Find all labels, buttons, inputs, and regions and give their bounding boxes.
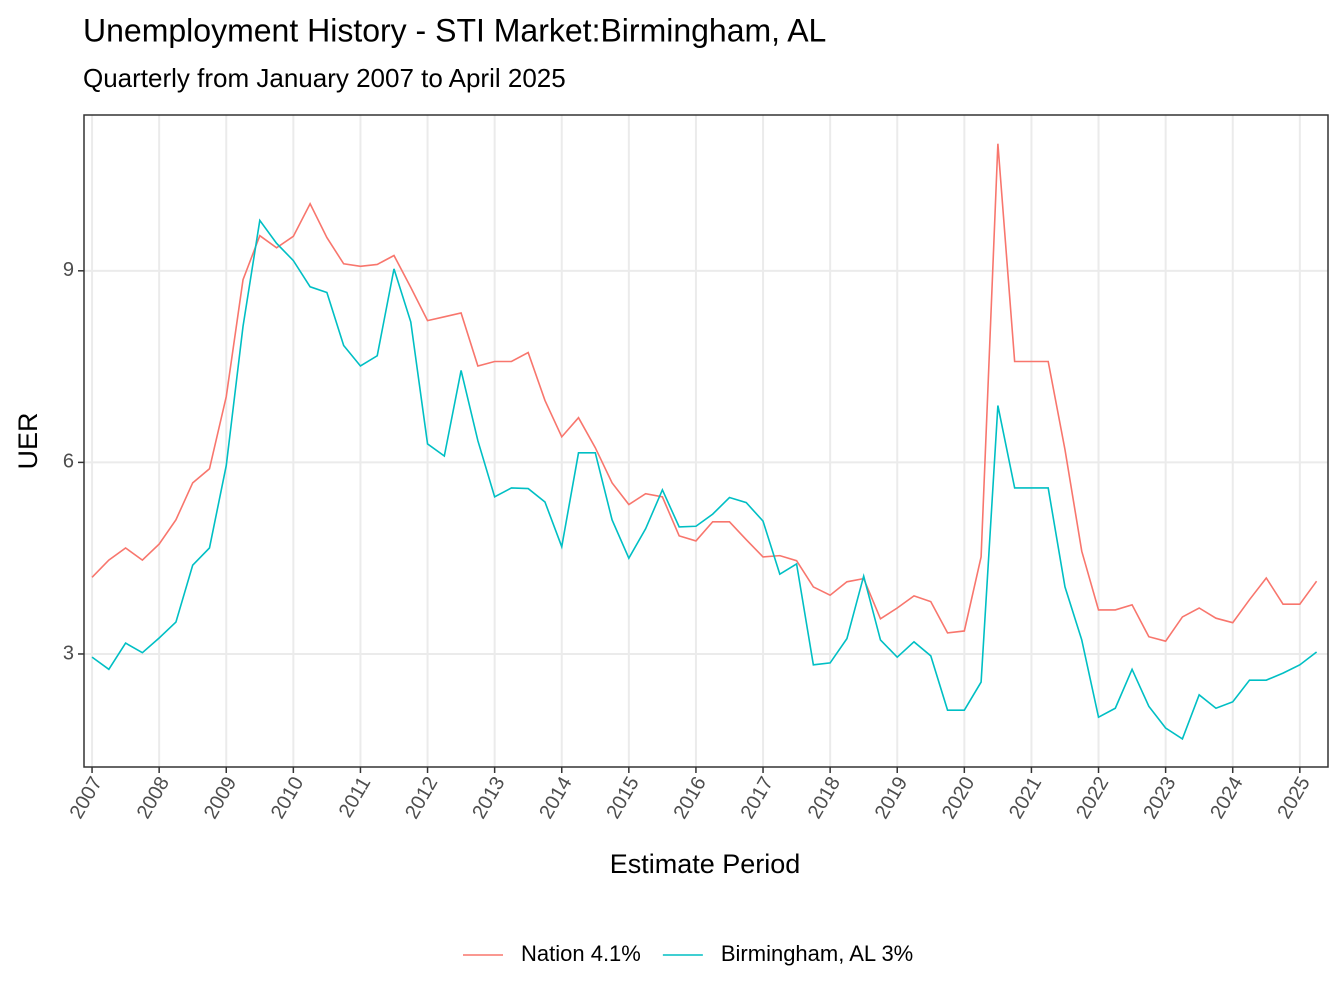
x-tick-label: 2020	[938, 773, 979, 823]
x-tick-label: 2014	[535, 773, 576, 823]
chart-subtitle: Quarterly from January 2007 to April 202…	[83, 63, 566, 93]
x-tick-label: 2008	[133, 773, 174, 823]
x-tick-label: 2016	[670, 773, 711, 823]
y-axis-title: UER	[13, 412, 43, 469]
x-tick-label: 2015	[602, 773, 643, 823]
y-tick-label: 3	[63, 642, 74, 664]
x-tick-label: 2018	[804, 773, 845, 823]
x-tick-label: 2009	[200, 773, 241, 823]
series-line	[91, 143, 1318, 643]
x-tick-label: 2024	[1206, 773, 1247, 823]
y-tick-label: 9	[63, 259, 74, 281]
x-tick-label: 2010	[267, 773, 308, 823]
x-tick-label: 2011	[335, 773, 376, 821]
x-tick-label: 2021	[1005, 773, 1046, 823]
legend-label: Birmingham, AL 3%	[721, 941, 913, 966]
legend-label: Nation 4.1%	[521, 941, 641, 966]
x-tick-label: 2023	[1139, 773, 1180, 823]
x-tick-label: 2013	[468, 773, 509, 823]
x-tick-label: 2019	[871, 773, 912, 823]
x-tick-label: 2012	[401, 773, 442, 823]
x-tick-label: 2017	[737, 773, 778, 823]
series-line	[91, 218, 1318, 741]
chart-title: Unemployment History - STI Market:Birmin…	[83, 12, 826, 48]
y-tick-label: 6	[63, 451, 74, 473]
x-tick-label: 2007	[66, 773, 107, 823]
plot-border	[83, 114, 1329, 768]
x-tick-label: 2022	[1072, 773, 1113, 823]
x-tick-label: 2025	[1273, 773, 1314, 823]
x-axis-title: Estimate Period	[610, 849, 801, 879]
